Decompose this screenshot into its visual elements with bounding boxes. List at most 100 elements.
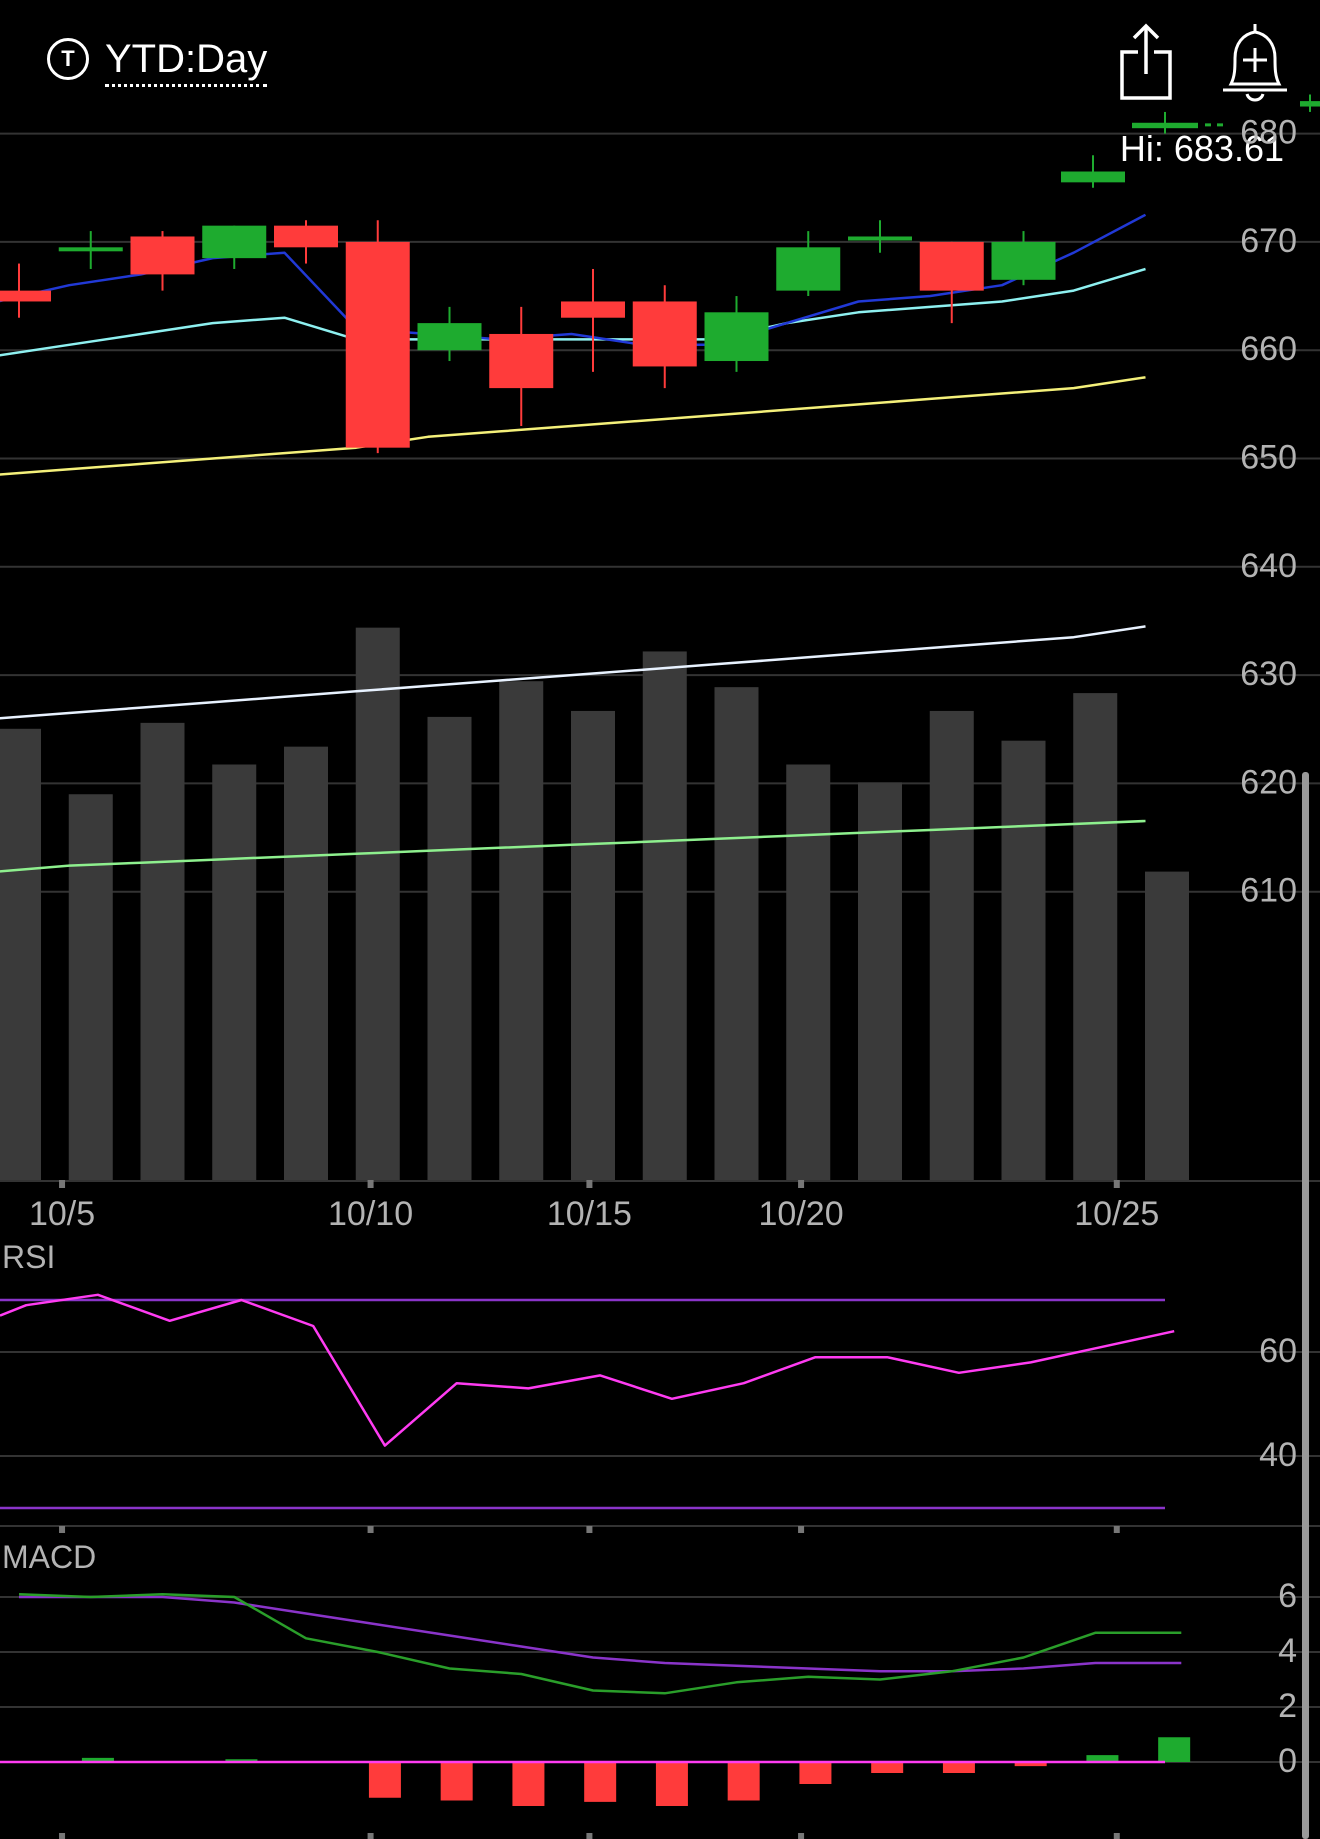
rsi-tick-mark xyxy=(586,1526,593,1533)
rsi-tick-mark xyxy=(1113,1526,1120,1533)
candle-down xyxy=(345,241,410,448)
volume-bar xyxy=(571,710,615,1181)
candle-up xyxy=(202,225,267,259)
rsi-tick-mark xyxy=(798,1526,805,1533)
macd-tick-mark xyxy=(367,1833,374,1839)
volume-bar xyxy=(68,794,113,1181)
candle-up xyxy=(1061,171,1125,183)
share-icon[interactable] xyxy=(1112,20,1182,106)
x-tick-mark xyxy=(59,1180,66,1188)
macd-hist-down xyxy=(871,1762,904,1773)
candle-down xyxy=(561,301,625,318)
macd-hist-down xyxy=(368,1762,401,1798)
rsi-line xyxy=(0,1293,1175,1447)
candle-down xyxy=(0,290,51,302)
price-y-tick-label: 610 xyxy=(1240,872,1297,910)
macd-hist-down xyxy=(942,1762,975,1773)
price-y-tick-label: 670 xyxy=(1240,222,1297,260)
candle-down xyxy=(919,241,984,291)
volume-bar xyxy=(212,764,257,1181)
macd-tick-mark xyxy=(586,1833,593,1839)
macd-tick-mark xyxy=(798,1833,805,1839)
volume-bar xyxy=(1145,871,1189,1181)
macd-y-tick-label: 4 xyxy=(1278,1632,1297,1670)
macd-hist-down xyxy=(1014,1762,1047,1767)
volume-bar xyxy=(929,710,974,1181)
macd-hist-down xyxy=(512,1762,545,1806)
volume-bar xyxy=(1001,740,1046,1181)
range-selector[interactable]: YTD:Day xyxy=(105,36,268,87)
scrollbar[interactable] xyxy=(1302,772,1309,1839)
x-tick-mark xyxy=(367,1180,374,1188)
macd-hist-up xyxy=(1158,1737,1191,1762)
candle-down xyxy=(130,236,195,275)
candle-down xyxy=(274,225,338,248)
volume-bar xyxy=(858,782,902,1181)
candle-down xyxy=(632,301,697,367)
price-y-tick-label: 650 xyxy=(1240,439,1297,477)
macd-hist-up xyxy=(225,1759,258,1762)
macd-tick-mark xyxy=(1113,1833,1120,1839)
chart-header: T YTD:Day Hi: 683.61 xyxy=(0,0,1320,169)
x-tick-label: 10/20 xyxy=(759,1195,844,1233)
high-price-label: Hi: 683.61 xyxy=(1119,128,1284,169)
volume-bar xyxy=(427,716,472,1181)
macd-hist-up xyxy=(1086,1755,1119,1762)
bell-plus-icon[interactable] xyxy=(1215,20,1295,106)
candle-up xyxy=(58,247,123,252)
macd-hist-down xyxy=(440,1762,473,1801)
rsi-tick-mark xyxy=(367,1526,374,1533)
x-tick-label: 10/15 xyxy=(547,1195,632,1233)
macd-y-tick-label: 6 xyxy=(1278,1577,1297,1615)
candle-up xyxy=(704,312,769,362)
volume-bar xyxy=(1073,693,1118,1181)
x-tick-label: 10/25 xyxy=(1074,1195,1159,1233)
macd-y-tick-label: 2 xyxy=(1278,1687,1297,1725)
price-y-tick-label: 640 xyxy=(1240,547,1297,585)
share-icon-glyph xyxy=(1120,23,1172,100)
x-tick-mark xyxy=(798,1180,805,1188)
rsi-tick-mark xyxy=(59,1526,66,1533)
ma-mid-line xyxy=(0,267,1146,357)
x-tick-mark xyxy=(586,1180,593,1188)
ma-longest-line xyxy=(0,819,1146,873)
volume-bar xyxy=(355,627,400,1181)
macd-signal-line xyxy=(19,1595,1182,1673)
rsi-y-tick-label: 40 xyxy=(1259,1436,1297,1474)
macd-line xyxy=(18,1593,1182,1695)
candle-up xyxy=(417,323,482,351)
macd-hist-down xyxy=(584,1762,617,1802)
macd-hist-down xyxy=(655,1762,688,1806)
macd-tick-mark xyxy=(59,1833,66,1839)
ma-slow-line xyxy=(0,376,1146,476)
candle-down xyxy=(489,333,554,389)
volume-bar xyxy=(714,687,759,1181)
ticker-icon[interactable]: T xyxy=(47,38,89,80)
x-tick-label: 10/5 xyxy=(29,1195,95,1233)
bell-plus-icon-glyph xyxy=(1223,24,1287,102)
price-y-tick-label: 680 xyxy=(1240,114,1297,152)
price-y-tick-label: 620 xyxy=(1240,763,1297,801)
rsi-title: RSI xyxy=(2,1239,55,1275)
price-y-tick-label: 630 xyxy=(1240,655,1297,693)
volume-bar xyxy=(642,651,687,1181)
macd-hist-down xyxy=(727,1762,760,1801)
macd-title: MACD xyxy=(2,1539,96,1575)
macd-hist-down xyxy=(799,1762,832,1784)
volume-bar xyxy=(499,681,544,1181)
ma-long-line xyxy=(0,625,1146,720)
volume-bar xyxy=(786,764,831,1181)
price-y-tick-label: 660 xyxy=(1240,330,1297,368)
candle-up xyxy=(991,241,1056,280)
macd-y-tick-label: 0 xyxy=(1278,1742,1297,1780)
candle-up xyxy=(776,247,841,291)
x-tick-mark xyxy=(1113,1180,1120,1188)
x-tick-label: 10/10 xyxy=(328,1195,413,1233)
macd-hist-up xyxy=(81,1757,114,1762)
volume-bar xyxy=(284,746,328,1181)
candle-up xyxy=(1132,122,1198,129)
candle-up xyxy=(1300,101,1320,107)
rsi-y-tick-label: 60 xyxy=(1259,1332,1297,1370)
candle-up xyxy=(848,236,912,241)
